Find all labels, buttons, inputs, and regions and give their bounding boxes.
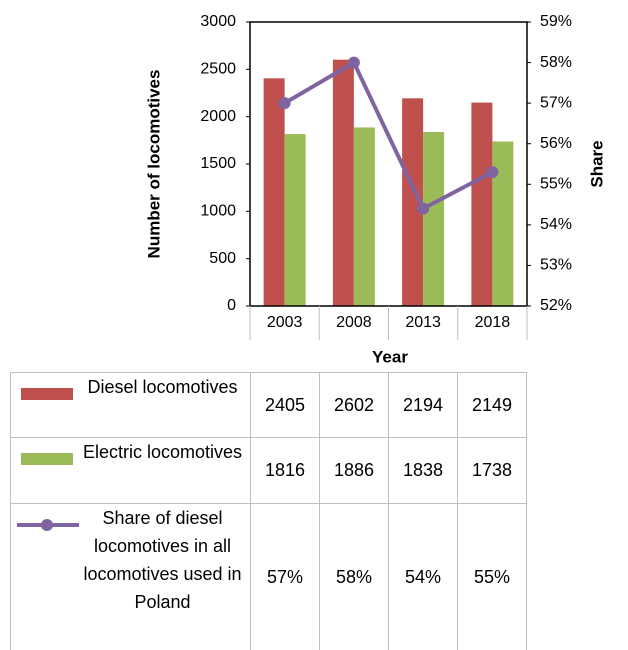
legend-swatch [21, 388, 73, 400]
line-point [347, 56, 360, 69]
legend-cell: Diesel locomotives [10, 372, 251, 438]
legend-entry: Share of diesel locomotives in all locom… [11, 504, 250, 616]
line-point [278, 97, 291, 110]
table-value: 1838 [388, 437, 458, 504]
table-value: 2194 [388, 372, 458, 438]
x-tick-label: 2018 [475, 314, 511, 331]
y-tick-label: 1500 [200, 155, 236, 172]
table-value: 2149 [457, 372, 527, 438]
y2-tick-label: 53% [540, 257, 572, 274]
y-tick-label: 1000 [200, 203, 236, 220]
y2-axis-title: Share [587, 140, 606, 187]
legend-cell: Electric locomotives [10, 437, 251, 504]
bar [423, 132, 445, 306]
legend-swatch [21, 453, 73, 465]
table-row: Electric locomotives 1816 1886 1838 1738 [10, 437, 527, 504]
line [283, 59, 494, 212]
bar [402, 98, 424, 306]
table-value: 1738 [457, 437, 527, 504]
bar [492, 141, 514, 306]
y-tick-label: 500 [209, 250, 236, 267]
x-axis-title: Year [372, 347, 408, 366]
x-tick-label: 2013 [405, 314, 441, 331]
x-tick-label: 2008 [336, 314, 372, 331]
legend-swatch [17, 519, 79, 531]
table-value: 57% [250, 503, 320, 650]
table-value: 2405 [250, 372, 320, 438]
line-point [417, 202, 430, 215]
table-value: 1816 [250, 437, 320, 504]
table-value: 1886 [319, 437, 389, 504]
y-tick-label: 2000 [200, 108, 236, 125]
data-table: Diesel locomotives 2405 2602 2194 2149 Electr… [10, 372, 527, 650]
y-axis-title: Number of locomotives [144, 70, 163, 259]
legend-entry: Diesel locomotives [11, 373, 250, 407]
table-value: 55% [457, 503, 527, 650]
y-tick-label: 3000 [200, 13, 236, 30]
y2-tick-label: 57% [540, 94, 572, 111]
legend-entry: Electric locomotives [11, 438, 250, 472]
legend-cell: Share of diesel locomotives in all locom… [10, 503, 251, 650]
table-value: 2602 [319, 372, 389, 438]
table-row: Share of diesel locomotives in all locom… [10, 503, 527, 650]
y2-tick-label: 52% [540, 297, 572, 314]
y2-tick-label: 55% [540, 176, 572, 193]
y-tick-label: 0 [227, 297, 236, 314]
table-value: 54% [388, 503, 458, 650]
table-value: 58% [319, 503, 389, 650]
legend-label: Share of diesel locomotives in all locom… [83, 508, 242, 612]
bar [471, 102, 493, 306]
y2-tick-label: 56% [540, 135, 572, 152]
bar [263, 78, 285, 307]
y2-tick-label: 58% [540, 54, 572, 71]
bar [353, 127, 375, 306]
y2-tick-label: 54% [540, 216, 572, 233]
x-tick-label: 2003 [267, 314, 303, 331]
y-tick-label: 2500 [200, 61, 236, 78]
bar [332, 59, 354, 306]
legend-label: Electric locomotives [82, 442, 243, 462]
line-point [486, 166, 499, 179]
bar [284, 134, 306, 306]
legend-label: Diesel locomotives [87, 377, 238, 397]
y2-tick-label: 59% [540, 13, 572, 30]
chart: Number of locomotives Share Year 0 500 100… [144, 13, 606, 366]
table-row: Diesel locomotives 2405 2602 2194 2149 [10, 372, 527, 438]
